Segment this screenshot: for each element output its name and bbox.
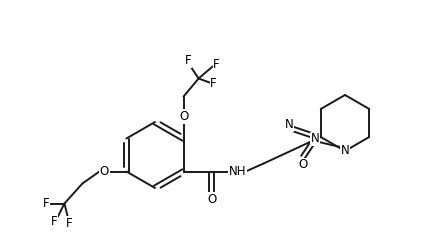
Text: F: F — [51, 215, 58, 228]
Text: N: N — [285, 119, 293, 132]
Text: O: O — [298, 159, 308, 172]
Text: NH: NH — [229, 165, 247, 178]
Text: F: F — [213, 58, 220, 71]
Text: O: O — [207, 193, 216, 206]
Text: N: N — [311, 133, 319, 145]
Text: F: F — [43, 197, 50, 210]
Text: F: F — [185, 54, 192, 67]
Text: N: N — [341, 144, 349, 158]
Text: O: O — [100, 165, 109, 178]
Text: O: O — [179, 110, 188, 123]
Text: F: F — [66, 217, 73, 230]
Text: F: F — [210, 77, 217, 90]
